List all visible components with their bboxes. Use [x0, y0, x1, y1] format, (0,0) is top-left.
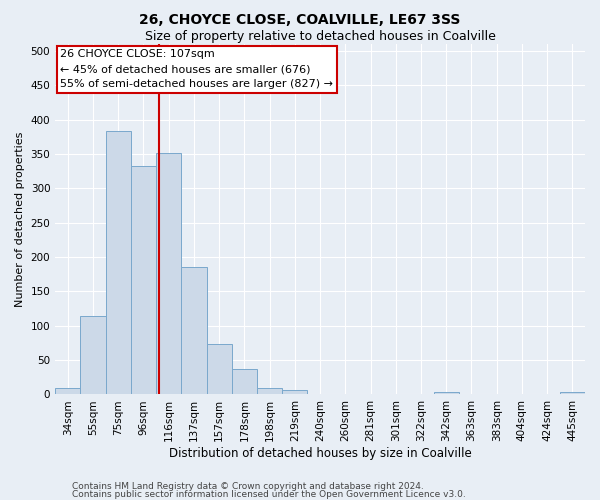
Bar	[282, 390, 307, 394]
Bar	[560, 392, 585, 394]
Bar	[55, 388, 80, 394]
Bar	[257, 388, 282, 394]
Text: Contains public sector information licensed under the Open Government Licence v3: Contains public sector information licen…	[72, 490, 466, 499]
Y-axis label: Number of detached properties: Number of detached properties	[15, 132, 25, 307]
Text: 26 CHOYCE CLOSE: 107sqm
← 45% of detached houses are smaller (676)
55% of semi-d: 26 CHOYCE CLOSE: 107sqm ← 45% of detache…	[61, 50, 334, 89]
Bar	[181, 268, 206, 394]
Bar	[156, 152, 181, 394]
X-axis label: Distribution of detached houses by size in Coalville: Distribution of detached houses by size …	[169, 447, 472, 460]
Title: Size of property relative to detached houses in Coalville: Size of property relative to detached ho…	[145, 30, 496, 43]
Text: Contains HM Land Registry data © Crown copyright and database right 2024.: Contains HM Land Registry data © Crown c…	[72, 482, 424, 491]
Bar	[206, 344, 232, 394]
Bar	[232, 369, 257, 394]
Bar	[106, 132, 131, 394]
Text: 26, CHOYCE CLOSE, COALVILLE, LE67 3SS: 26, CHOYCE CLOSE, COALVILLE, LE67 3SS	[139, 12, 461, 26]
Bar	[80, 316, 106, 394]
Bar	[131, 166, 156, 394]
Bar	[434, 392, 459, 394]
